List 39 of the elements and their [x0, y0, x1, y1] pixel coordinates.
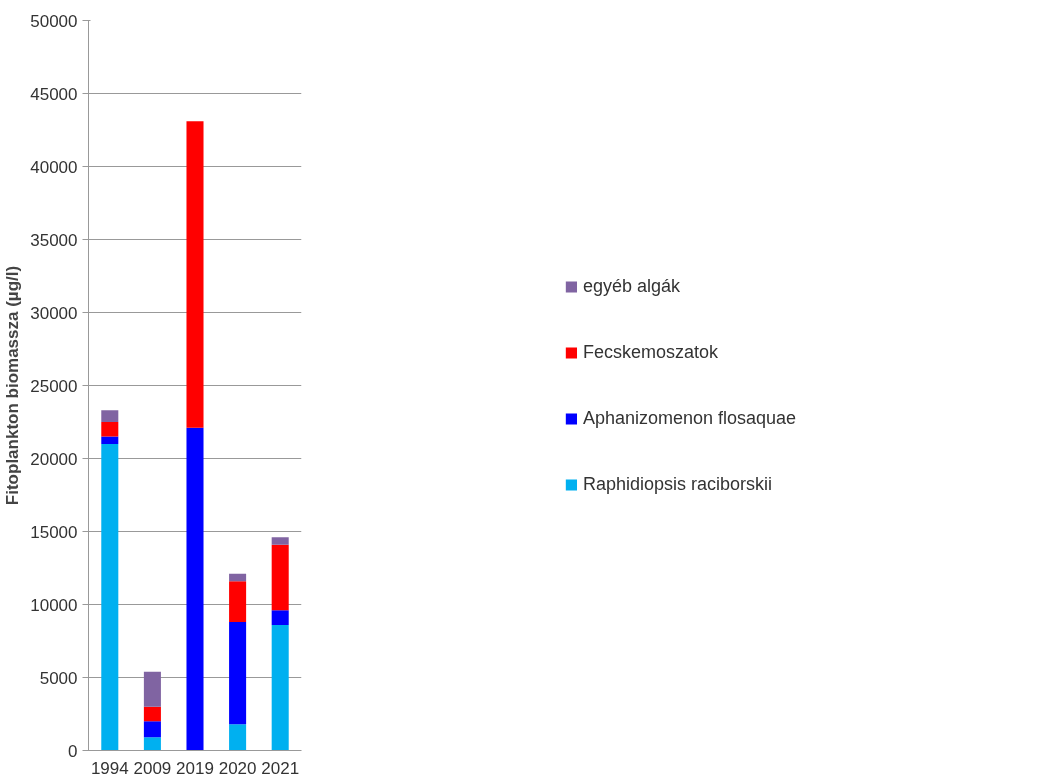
legend-label: Fecskemoszatok: [582, 341, 718, 363]
bar: [229, 573, 247, 582]
bar: [143, 671, 161, 707]
legend-label: Aphanizomenon flosaquae: [582, 407, 797, 429]
y-tick-label: 50000: [30, 11, 78, 31]
y-tick-label: 15000: [30, 522, 78, 542]
bar: [186, 121, 204, 428]
y-tick-label: 35000: [30, 230, 78, 250]
bar: [143, 721, 161, 738]
bar: [271, 610, 289, 625]
y-tick-label: 25000: [30, 376, 78, 396]
x-tick-label: 1994: [90, 758, 129, 776]
bar: [271, 544, 289, 611]
y-tick-label: 45000: [30, 84, 78, 104]
y-tick-label: 20000: [30, 449, 78, 469]
legend-label: egyéb algák: [582, 275, 680, 297]
bar: [271, 624, 289, 751]
x-tick-label: 2021: [261, 758, 300, 776]
y-tick-label: 40000: [30, 157, 78, 177]
bar: [143, 706, 161, 722]
legend-label: Raphidiopsis raciborskii: [582, 473, 773, 495]
y-tick-label: 5000: [39, 668, 78, 688]
bar: [271, 537, 289, 545]
bar: [101, 410, 119, 422]
y-tick-label: 10000: [30, 595, 78, 615]
bar: [101, 443, 119, 751]
bar: [186, 427, 204, 751]
bar: [101, 436, 119, 444]
x-tick-label: 2020: [218, 758, 257, 776]
bar: [229, 581, 247, 623]
bar: [229, 622, 247, 725]
x-tick-label: 2019: [176, 758, 214, 776]
bar: [101, 422, 119, 437]
y-tick-label: 0: [68, 741, 78, 761]
y-axis-title: Fitoplankton biomassza (µg/l): [3, 265, 23, 506]
bar: [229, 724, 247, 751]
bar: [143, 737, 161, 751]
y-tick-label: 30000: [30, 303, 78, 323]
x-tick-label: 2009: [133, 758, 172, 776]
